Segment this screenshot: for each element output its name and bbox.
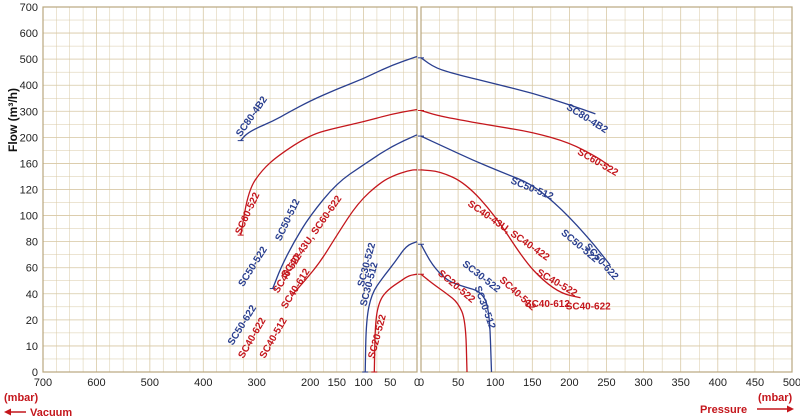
curve-label-0: SC80-4B2 — [234, 94, 270, 139]
y-tick-label: 100 — [20, 211, 38, 223]
pressure-tick-label: 250 — [597, 377, 615, 389]
y-axis-label: Flow (m³/h) — [6, 88, 20, 152]
series-line-5 — [420, 135, 611, 266]
pressure-tick-label: 100 — [486, 377, 504, 389]
vacuum-tick-label: 150 — [328, 377, 346, 389]
axis-ticks: 0102040608010012016020030040050060070070… — [20, 2, 800, 389]
series-line-9 — [420, 243, 493, 373]
pressure-panel-frame — [420, 6, 793, 373]
y-tick-label: 120 — [20, 185, 38, 197]
curve-label-18: SC40-43U, SC40-422 — [465, 199, 551, 264]
vacuum-unit-label: (mbar) — [4, 392, 39, 404]
pressure-tick-label: 50 — [452, 377, 464, 389]
series-line-10 — [373, 273, 418, 373]
vacuum-tick-label: 400 — [194, 377, 212, 389]
y-tick-label: 60 — [26, 263, 38, 275]
pressure-caption-text: Pressure — [700, 404, 747, 416]
series-line-7 — [420, 169, 581, 299]
vacuum-tick-label: 100 — [354, 377, 372, 389]
pressure-arrow-head — [787, 405, 794, 413]
pressure-tick-label: 0 — [418, 377, 424, 389]
pressure-tick-label: 150 — [523, 377, 541, 389]
y-tick-label: 300 — [20, 106, 38, 118]
curve-label-21: SC40-612 — [525, 299, 570, 310]
vacuum-tick-label: 600 — [87, 377, 105, 389]
y-tick-label: 400 — [20, 80, 38, 92]
curve-label-1: SC80-4B2 — [564, 102, 610, 136]
y-tick-label: 80 — [26, 237, 38, 249]
pressure-caption: Pressure — [700, 404, 794, 416]
vacuum-tick-label: 700 — [34, 377, 52, 389]
y-tick-label: 160 — [20, 158, 38, 170]
vacuum-caption: Vacuum — [4, 407, 72, 417]
pressure-tick-label: 300 — [634, 377, 652, 389]
pressure-unit-label: (mbar) — [758, 392, 793, 404]
series-line-3 — [420, 109, 611, 168]
vacuum-tick-label: 500 — [141, 377, 159, 389]
curve-label-3: SC60-522 — [575, 147, 620, 179]
series-line-0 — [240, 55, 418, 142]
vacuum-tick-label: 300 — [248, 377, 266, 389]
y-tick-label: 40 — [26, 289, 38, 301]
y-tick-label: 600 — [20, 28, 38, 40]
series-line-4 — [272, 134, 418, 289]
series-line-2 — [240, 108, 418, 236]
series-line-1 — [420, 57, 596, 115]
y-tick-label: 200 — [20, 132, 38, 144]
y-tick-label: 500 — [20, 54, 38, 66]
y-tick-label: 20 — [26, 315, 38, 327]
series-line-6 — [292, 169, 417, 295]
y-tick-label: 700 — [20, 2, 38, 14]
vacuum-tick-label: 0 — [414, 377, 420, 389]
vacuum-tick-label: 200 — [301, 377, 319, 389]
curve-labels: SC80-4B2 SC80-4B2SC60-522SC60-522SC50-512… — [226, 94, 621, 360]
curve-label-20: SC40-522 — [535, 267, 580, 299]
pressure-tick-label: 400 — [709, 377, 727, 389]
pressure-tick-label: 200 — [560, 377, 578, 389]
grid — [42, 6, 793, 373]
vacuum-panel-frame — [42, 6, 418, 373]
y-tick-label: 10 — [26, 341, 38, 353]
pressure-tick-label: 500 — [783, 377, 800, 389]
vacuum-arrow-head — [4, 408, 11, 416]
y-tick-label: 0 — [32, 367, 38, 379]
curve-label-5: SC50-522 — [237, 245, 270, 289]
series-line-11 — [420, 273, 468, 373]
plot-frame — [42, 6, 793, 373]
pressure-tick-label: 350 — [672, 377, 690, 389]
curves — [237, 55, 611, 373]
series-line-8 — [364, 240, 418, 373]
vacuum-caption-text: Vacuum — [30, 407, 72, 417]
vacuum-tick-label: 50 — [384, 377, 396, 389]
pressure-tick-label: 450 — [746, 377, 764, 389]
curve-label-22: SC40-622 — [566, 301, 611, 312]
